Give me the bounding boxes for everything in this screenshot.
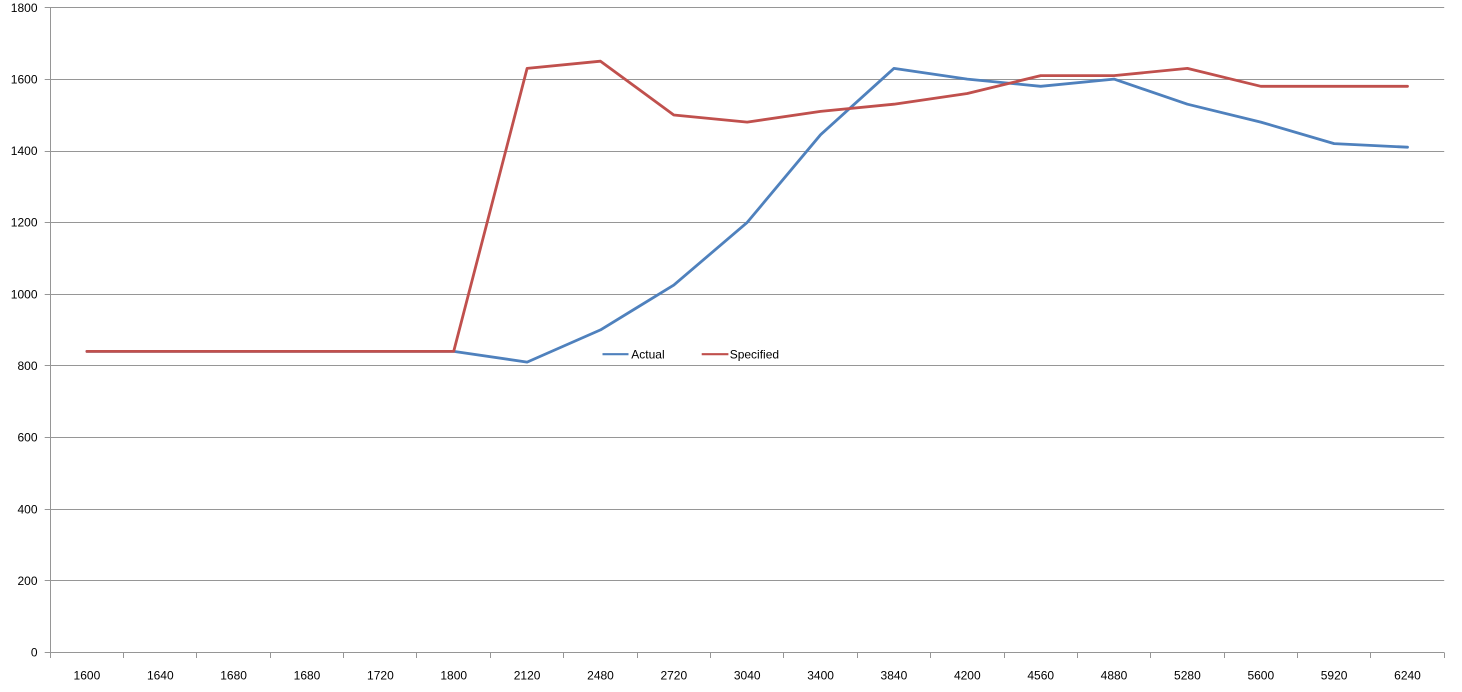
svg-text:800: 800 xyxy=(17,359,37,373)
svg-text:3840: 3840 xyxy=(881,669,908,683)
svg-text:6240: 6240 xyxy=(1394,669,1421,683)
svg-text:3400: 3400 xyxy=(807,669,834,683)
svg-text:0: 0 xyxy=(31,646,38,660)
svg-text:4200: 4200 xyxy=(954,669,981,683)
svg-text:4880: 4880 xyxy=(1101,669,1128,683)
svg-text:1680: 1680 xyxy=(294,669,321,683)
svg-text:1800: 1800 xyxy=(440,669,467,683)
svg-text:3040: 3040 xyxy=(734,669,761,683)
svg-text:1720: 1720 xyxy=(367,669,394,683)
svg-text:1640: 1640 xyxy=(147,669,174,683)
svg-text:1200: 1200 xyxy=(11,216,38,230)
svg-text:1600: 1600 xyxy=(11,72,38,86)
svg-text:Specified: Specified xyxy=(730,348,779,362)
svg-text:2720: 2720 xyxy=(660,669,687,683)
svg-text:400: 400 xyxy=(17,502,37,516)
svg-text:1400: 1400 xyxy=(11,144,38,158)
svg-text:200: 200 xyxy=(17,574,37,588)
svg-text:Actual: Actual xyxy=(631,348,664,362)
svg-text:5280: 5280 xyxy=(1174,669,1201,683)
svg-text:600: 600 xyxy=(17,431,37,445)
svg-text:1800: 1800 xyxy=(11,1,38,15)
svg-text:5600: 5600 xyxy=(1247,669,1274,683)
svg-text:1000: 1000 xyxy=(11,287,38,301)
svg-text:2120: 2120 xyxy=(514,669,541,683)
svg-text:1600: 1600 xyxy=(74,669,101,683)
svg-text:4560: 4560 xyxy=(1027,669,1054,683)
svg-text:2480: 2480 xyxy=(587,669,614,683)
svg-text:1680: 1680 xyxy=(220,669,247,683)
svg-text:5920: 5920 xyxy=(1321,669,1348,683)
